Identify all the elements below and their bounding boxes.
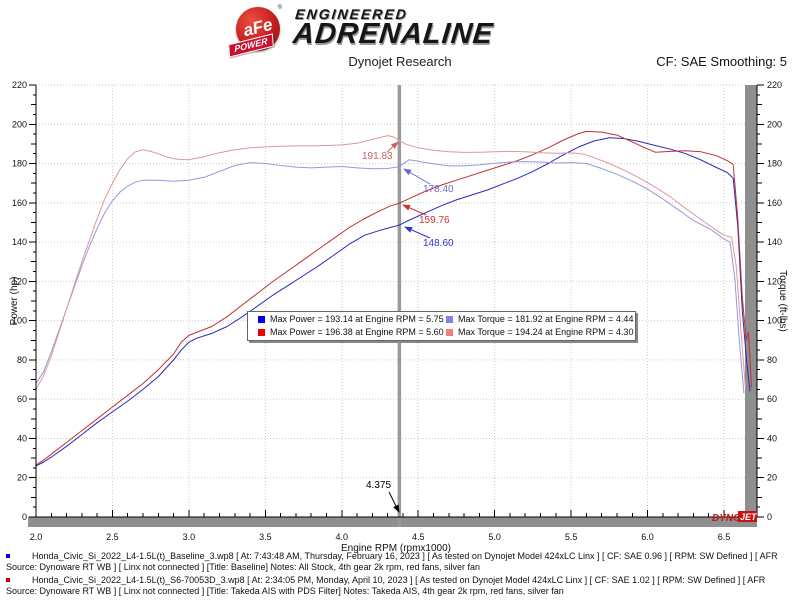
annotation-arrow <box>404 226 431 239</box>
dynojet-logo-box <box>738 511 757 522</box>
x-tick-label: 2.5 <box>106 532 119 542</box>
x-tick-label: 6.5 <box>718 532 731 542</box>
legend-text: Max Torque = 181.92 at Engine RPM = 4.44 <box>458 314 634 324</box>
right-tick-label: 60 <box>767 394 777 404</box>
x-tick-label: 4.5 <box>412 532 425 542</box>
x-axis-title: Engine RPM (rpmx1000) <box>341 543 451 554</box>
dynojet-logo-jet: JET <box>740 512 758 522</box>
right-tick-label: 160 <box>767 198 782 208</box>
annotation-label: 148.60 <box>423 238 454 249</box>
right-band <box>745 85 757 527</box>
dynojet-logo-dyno: DYNO <box>712 513 741 524</box>
right-tick-label: 20 <box>767 473 777 483</box>
left-tick-label: 220 <box>12 80 27 90</box>
annotation-label: 4.375 <box>366 480 392 491</box>
legend-swatch-icon <box>258 329 265 336</box>
legend-row: Max Power = 196.38 at Engine RPM = 5.60 M… <box>258 326 635 339</box>
correction-factor-label: CF: SAE Smoothing: 5 <box>656 54 787 69</box>
legend-text: Max Power = 193.14 at Engine RPM = 5.75 <box>270 314 444 324</box>
legend-text: Max Torque = 194.24 at Engine RPM = 4.30 <box>458 327 634 337</box>
left-tick-label: 120 <box>12 276 27 286</box>
run-info-entry: Honda_Civic_Si_2022_L4-1.5L(t)_S6-70053D… <box>6 575 796 597</box>
annotation-arrow <box>402 204 427 216</box>
right-tick-label: 40 <box>767 433 777 443</box>
run-info-footer: Honda_Civic_Si_2022_L4-1.5L(t)_Baseline_… <box>6 551 796 599</box>
legend-text: Max Power = 196.38 at Engine RPM = 5.60 <box>270 327 444 337</box>
run-bullet-icon <box>6 554 10 558</box>
right-tick-label: 120 <box>767 276 782 286</box>
bottom-band <box>28 517 757 527</box>
left-tick-label: 40 <box>17 433 27 443</box>
legend-entry: Max Power = 196.38 at Engine RPM = 5.60 <box>258 326 446 339</box>
right-tick-label: 0 <box>767 512 772 522</box>
afe-adrenaline-logo: aFe ® POWER ENGINEERED ADRENALINE <box>228 5 576 58</box>
legend-entry: Max Torque = 194.24 at Engine RPM = 4.30 <box>446 326 635 339</box>
left-tick-label: 180 <box>12 159 27 169</box>
curve-takeda-power-hp- <box>35 130 752 466</box>
left-tick-label: 100 <box>12 316 27 326</box>
run-info-entry: Honda_Civic_Si_2022_L4-1.5L(t)_Baseline_… <box>6 551 796 573</box>
right-tick-label: 80 <box>767 355 777 365</box>
legend-entry: Max Power = 193.14 at Engine RPM = 5.75 <box>258 313 446 326</box>
left-tick-label: 200 <box>12 119 27 129</box>
annotation-arrow <box>403 168 431 185</box>
x-tick-label: 6.0 <box>641 532 654 542</box>
x-tick-label: 5.5 <box>565 532 578 542</box>
registered-mark: ® <box>277 5 282 11</box>
x-tick-label: 3.0 <box>183 532 196 542</box>
axes: 0 0 20 20 40 40 60 60 80 80 100 100 120 120 140 140 160 1… <box>12 80 782 542</box>
cursor-line[interactable] <box>397 85 402 527</box>
left-tick-label: 20 <box>17 473 27 483</box>
dyno-curves <box>35 130 752 467</box>
left-tick-label: 60 <box>17 394 27 404</box>
right-tick-label: 200 <box>767 119 782 129</box>
legend-row: Max Power = 193.14 at Engine RPM = 5.75 M… <box>258 313 635 326</box>
run-text: Honda_Civic_Si_2022_L4-1.5L(t)_S6-70053D… <box>6 575 766 596</box>
legend-swatch-icon <box>446 329 453 336</box>
legend-swatch-icon <box>446 316 453 323</box>
right-tick-label: 220 <box>767 80 782 90</box>
left-tick-label: 80 <box>17 355 27 365</box>
page-title: Dynojet Research <box>348 54 452 69</box>
curve-baseline-torque-ft-lbs- <box>35 159 745 394</box>
afe-power-badge-icon: aFe ® POWER <box>228 5 282 58</box>
plot-3d-bands <box>28 85 757 527</box>
legend-swatch-icon <box>258 316 265 323</box>
left-tick-label: 0 <box>22 512 27 522</box>
curve-baseline-power-hp- <box>35 137 751 467</box>
right-tick-label: 180 <box>767 159 782 169</box>
run-bullet-icon <box>6 578 10 582</box>
annotation-arrows <box>386 141 431 513</box>
right-tick-label: 140 <box>767 237 782 247</box>
annotation-label: 178.40 <box>423 184 454 195</box>
x-tick-label: 5.0 <box>488 532 501 542</box>
annotation-label: 191.83 <box>362 151 393 162</box>
annotation-arrow <box>386 141 399 153</box>
annotation-arrow <box>388 491 400 513</box>
left-axis-title: Power (hp) <box>9 277 20 326</box>
left-tick-label: 160 <box>12 198 27 208</box>
max-values-legend: Max Power = 193.14 at Engine RPM = 5.75 M… <box>247 311 636 341</box>
legend-entry: Max Torque = 181.92 at Engine RPM = 4.44 <box>446 313 635 326</box>
right-tick-label: 100 <box>767 316 782 326</box>
curve-takeda-torque-ft-lbs- <box>35 135 746 390</box>
x-tick-label: 3.5 <box>259 532 272 542</box>
annotation-label: 159.76 <box>419 215 450 226</box>
run-text: Honda_Civic_Si_2022_L4-1.5L(t)_Baseline_… <box>6 551 778 572</box>
gridlines <box>36 84 745 517</box>
left-tick-label: 140 <box>12 237 27 247</box>
x-tick-label: 2.0 <box>30 532 43 542</box>
right-axis-title: Torque (ft-lbs) <box>777 270 788 332</box>
x-tick-label: 4.0 <box>336 532 349 542</box>
rpm-cursor[interactable] <box>397 85 402 527</box>
dynojet-logo: DYNO JET <box>712 511 758 524</box>
